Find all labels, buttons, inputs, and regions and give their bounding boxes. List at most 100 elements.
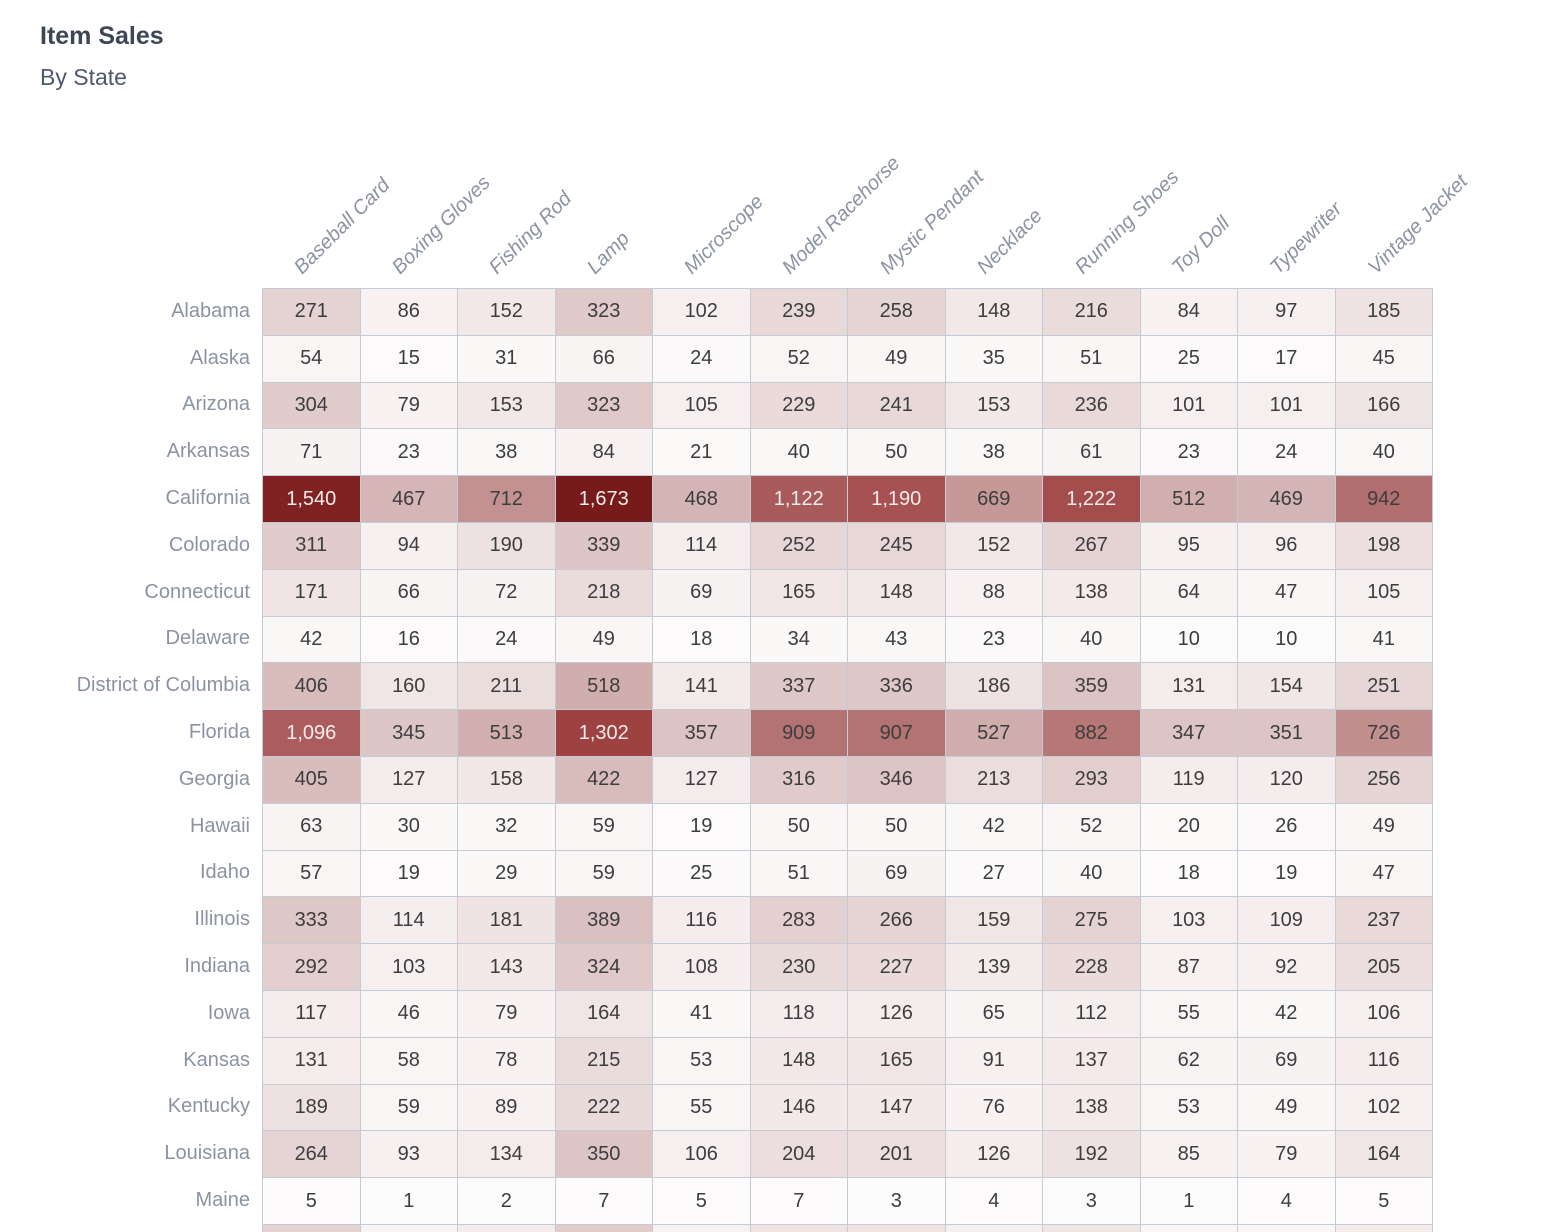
heatmap-cell[interactable]: 20 — [1140, 803, 1237, 850]
heatmap-cell[interactable]: 85 — [1140, 1131, 1237, 1178]
column-header-boxing-gloves[interactable]: Boxing Gloves — [387, 171, 495, 279]
heatmap-cell[interactable]: 726 — [1335, 710, 1432, 756]
heatmap-cell-partial[interactable] — [555, 1224, 652, 1232]
heatmap-cell[interactable]: 1 — [1140, 1178, 1237, 1224]
heatmap-cell[interactable]: 251 — [1335, 663, 1432, 710]
heatmap-cell[interactable]: 1,122 — [750, 476, 847, 522]
heatmap-cell[interactable]: 7 — [750, 1178, 847, 1224]
heatmap-cell[interactable]: 127 — [360, 756, 457, 803]
row-label-delaware[interactable]: Delaware — [165, 627, 250, 650]
heatmap-cell[interactable]: 43 — [848, 616, 945, 663]
heatmap-cell[interactable]: 323 — [555, 382, 652, 429]
heatmap-cell[interactable]: 87 — [1140, 944, 1237, 990]
heatmap-cell[interactable]: 69 — [848, 850, 945, 897]
heatmap-cell[interactable]: 3 — [848, 1178, 945, 1224]
heatmap-cell[interactable]: 49 — [1238, 1084, 1335, 1131]
heatmap-cell[interactable]: 258 — [848, 289, 945, 335]
heatmap-cell[interactable]: 114 — [653, 522, 750, 569]
heatmap-cell[interactable]: 18 — [1140, 850, 1237, 897]
heatmap-cell[interactable]: 527 — [945, 710, 1042, 756]
heatmap-cell[interactable]: 1 — [360, 1178, 457, 1224]
heatmap-cell-partial[interactable] — [1238, 1224, 1335, 1232]
column-header-typewriter[interactable]: Typewriter — [1266, 198, 1347, 279]
heatmap-cell[interactable]: 53 — [1140, 1084, 1237, 1131]
heatmap-cell[interactable]: 32 — [458, 803, 555, 850]
heatmap-cell[interactable]: 422 — [555, 756, 652, 803]
heatmap-cell[interactable]: 137 — [1043, 1037, 1140, 1084]
column-header-necklace[interactable]: Necklace — [973, 204, 1047, 279]
heatmap-cell[interactable]: 245 — [848, 522, 945, 569]
heatmap-cell[interactable]: 316 — [750, 756, 847, 803]
heatmap-cell[interactable]: 40 — [1043, 616, 1140, 663]
heatmap-cell[interactable]: 61 — [1043, 429, 1140, 476]
heatmap-cell[interactable]: 345 — [360, 710, 457, 756]
heatmap-cell[interactable]: 215 — [555, 1037, 652, 1084]
heatmap-cell[interactable]: 337 — [750, 663, 847, 710]
heatmap-cell[interactable]: 19 — [653, 803, 750, 850]
row-label-alabama[interactable]: Alabama — [171, 299, 250, 322]
row-label-idaho[interactable]: Idaho — [199, 861, 250, 884]
row-label-california[interactable]: California — [165, 487, 250, 510]
heatmap-cell[interactable]: 42 — [1238, 990, 1335, 1037]
heatmap-cell[interactable]: 467 — [360, 476, 457, 522]
heatmap-cell[interactable]: 72 — [458, 569, 555, 616]
heatmap-cell[interactable]: 91 — [945, 1037, 1042, 1084]
heatmap-cell[interactable]: 256 — [1335, 756, 1432, 803]
heatmap-cell[interactable]: 66 — [555, 335, 652, 382]
heatmap-cell[interactable]: 69 — [1238, 1037, 1335, 1084]
heatmap-cell[interactable]: 351 — [1238, 710, 1335, 756]
heatmap-cell[interactable]: 47 — [1238, 569, 1335, 616]
heatmap-cell[interactable]: 406 — [263, 663, 360, 710]
heatmap-cell[interactable]: 57 — [263, 850, 360, 897]
row-label-kansas[interactable]: Kansas — [183, 1048, 250, 1071]
heatmap-cell[interactable]: 127 — [653, 756, 750, 803]
row-label-maine[interactable]: Maine — [195, 1189, 250, 1212]
heatmap-cell[interactable]: 165 — [848, 1037, 945, 1084]
column-header-toy-doll[interactable]: Toy Doll — [1168, 212, 1235, 279]
heatmap-cell[interactable]: 165 — [750, 569, 847, 616]
heatmap-cell[interactable]: 339 — [555, 522, 652, 569]
heatmap-cell[interactable]: 882 — [1043, 710, 1140, 756]
heatmap-cell[interactable]: 293 — [1043, 756, 1140, 803]
heatmap-cell[interactable]: 94 — [360, 522, 457, 569]
heatmap-cell[interactable]: 120 — [1238, 756, 1335, 803]
heatmap-cell[interactable]: 108 — [653, 944, 750, 990]
heatmap-cell[interactable]: 131 — [263, 1037, 360, 1084]
heatmap-cell-partial[interactable] — [1140, 1224, 1237, 1232]
heatmap-cell[interactable]: 63 — [263, 803, 360, 850]
heatmap-cell[interactable]: 166 — [1335, 382, 1432, 429]
heatmap-cell[interactable]: 49 — [848, 335, 945, 382]
heatmap-cell[interactable]: 23 — [360, 429, 457, 476]
heatmap-cell[interactable]: 518 — [555, 663, 652, 710]
column-header-lamp[interactable]: Lamp — [582, 227, 634, 279]
heatmap-cell[interactable]: 79 — [458, 990, 555, 1037]
heatmap-cell[interactable]: 148 — [945, 289, 1042, 335]
heatmap-cell[interactable]: 4 — [1238, 1178, 1335, 1224]
heatmap-cell-partial[interactable] — [1043, 1224, 1140, 1232]
heatmap-cell[interactable]: 25 — [653, 850, 750, 897]
heatmap-cell[interactable]: 18 — [653, 616, 750, 663]
heatmap-cell[interactable]: 109 — [1238, 897, 1335, 944]
heatmap-cell[interactable]: 46 — [360, 990, 457, 1037]
heatmap-cell[interactable]: 3 — [1043, 1178, 1140, 1224]
heatmap-cell[interactable]: 1,222 — [1043, 476, 1140, 522]
heatmap-cell[interactable]: 117 — [263, 990, 360, 1037]
heatmap-cell[interactable]: 359 — [1043, 663, 1140, 710]
heatmap-cell-partial[interactable] — [750, 1224, 847, 1232]
heatmap-cell-partial[interactable] — [263, 1224, 360, 1232]
heatmap-cell[interactable]: 116 — [653, 897, 750, 944]
heatmap-cell[interactable]: 23 — [945, 616, 1042, 663]
row-label-iowa[interactable]: Iowa — [207, 1001, 250, 1024]
heatmap-cell[interactable]: 304 — [263, 382, 360, 429]
heatmap-cell[interactable]: 26 — [1238, 803, 1335, 850]
heatmap-cell[interactable]: 311 — [263, 522, 360, 569]
heatmap-cell[interactable]: 131 — [1140, 663, 1237, 710]
heatmap-cell[interactable]: 55 — [1140, 990, 1237, 1037]
heatmap-cell[interactable]: 69 — [653, 569, 750, 616]
heatmap-cell-partial[interactable] — [360, 1224, 457, 1232]
heatmap-cell[interactable]: 97 — [1238, 289, 1335, 335]
heatmap-cell[interactable]: 154 — [1238, 663, 1335, 710]
column-header-baseball-card[interactable]: Baseball Card — [290, 174, 395, 279]
heatmap-cell[interactable]: 160 — [360, 663, 457, 710]
heatmap-cell[interactable]: 204 — [750, 1131, 847, 1178]
